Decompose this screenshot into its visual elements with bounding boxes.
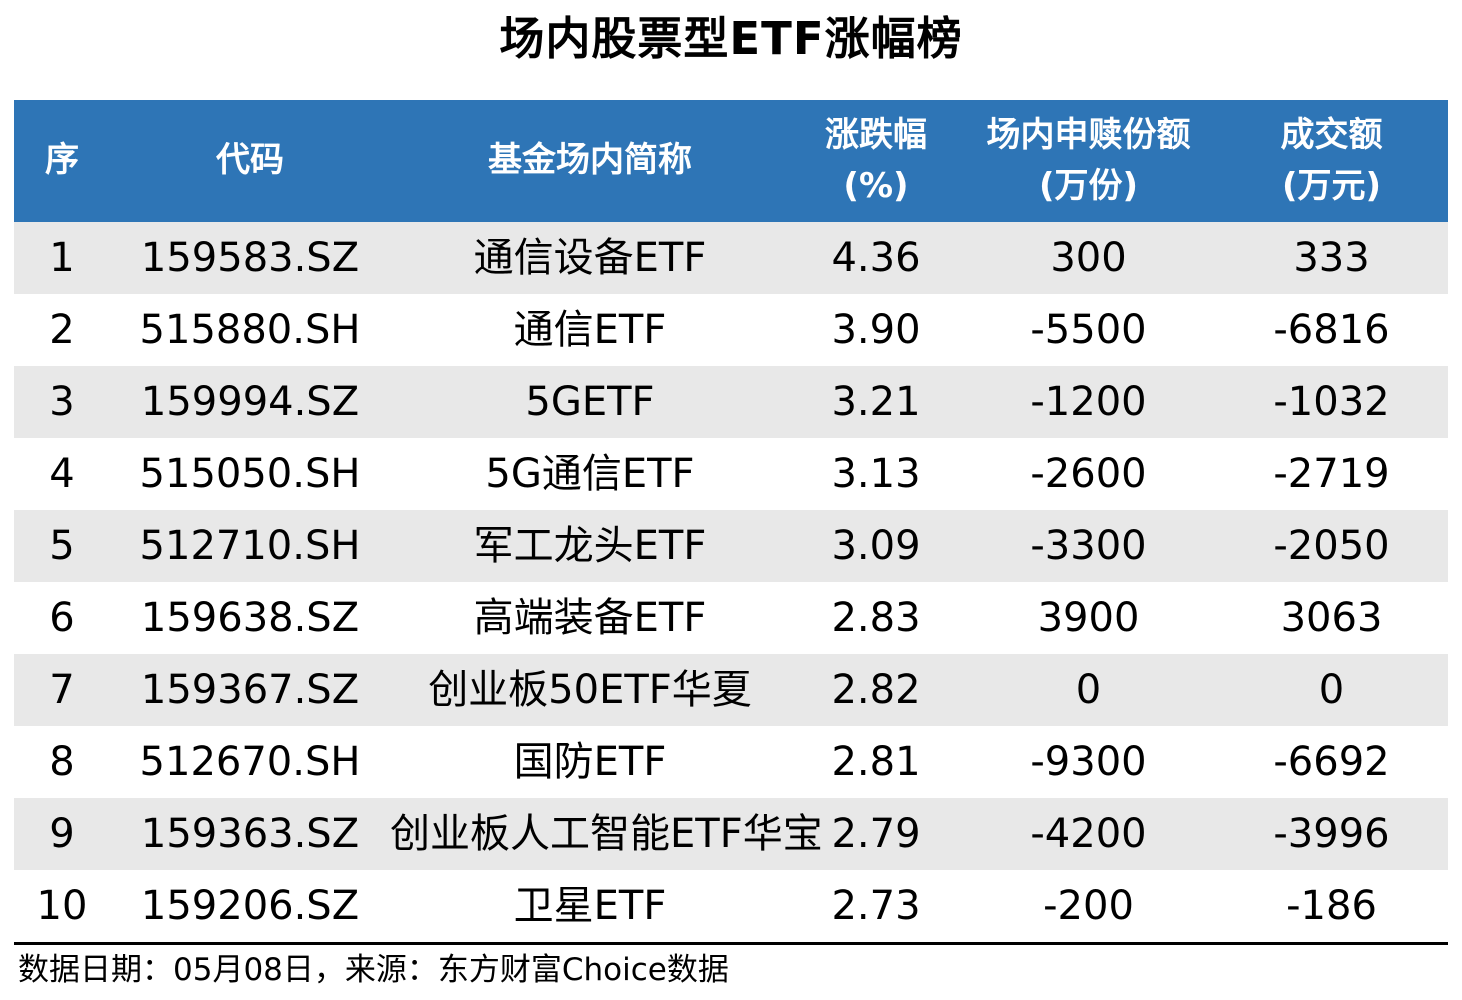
fund-name-cell: 5G通信ETF [485,450,695,497]
col-turnover-header: 成交额 (万元) [1215,110,1448,212]
fund-code-cell: 159638.SZ [140,594,360,641]
change-pct-cell: 3.13 [831,450,921,497]
shares-cell: -200 [1043,882,1134,929]
row-index-cell: 1 [49,234,75,281]
col-shares-unit: (万份) [1038,165,1139,206]
col-fund-name-label: 基金场内简称 [488,140,692,181]
change-pct-cell: 2.82 [831,666,921,713]
col-code-label: 代码 [216,140,284,181]
turnover-cell: -3996 [1273,810,1390,857]
change-pct-cell: 3.90 [831,306,921,353]
table-row: 3 159994.SZ 5GETF 3.21 -1200 -1032 [14,365,1448,438]
row-index-cell: 4 [49,450,75,497]
table-row: 5 512710.SH 军工龙头ETF 3.09 -3300 -2050 [14,509,1448,582]
row-index-cell: 2 [49,306,75,353]
change-pct-cell: 4.36 [831,234,921,281]
col-index-header: 序 [14,135,110,186]
turnover-cell: -186 [1286,882,1377,929]
row-index-cell: 7 [49,666,75,713]
fund-name-cell: 卫星ETF [513,882,667,929]
shares-cell: -3300 [1030,522,1147,569]
table-row: 9 159363.SZ 创业板人工智能ETF华宝 2.79 -4200 -3996 [14,797,1448,870]
row-index-cell: 9 [49,810,75,857]
change-pct-cell: 2.79 [831,810,921,857]
fund-code-cell: 515050.SH [139,450,361,497]
table-row: 4 515050.SH 5G通信ETF 3.13 -2600 -2719 [14,437,1448,510]
turnover-cell: 333 [1293,234,1370,281]
fund-code-cell: 512710.SH [139,522,361,569]
turnover-cell: 3063 [1280,594,1383,641]
col-index-label: 序 [45,140,79,181]
turnover-cell: -6816 [1273,306,1390,353]
shares-cell: 3900 [1037,594,1140,641]
table-row: 10 159206.SZ 卫星ETF 2.73 -200 -186 [14,869,1448,942]
fund-name-cell: 创业板人工智能ETF华宝 [390,810,823,857]
page-title: 场内股票型ETF涨幅榜 [499,12,963,65]
row-index-cell: 6 [49,594,75,641]
col-shares-header: 场内申赎份额 (万份) [962,110,1215,212]
fund-name-cell: 通信设备ETF [473,234,707,281]
fund-name-cell: 创业板50ETF华夏 [428,666,752,713]
shares-cell: -1200 [1030,378,1147,425]
table-row: 8 512670.SH 国防ETF 2.81 -9300 -6692 [14,725,1448,798]
table-row: 6 159638.SZ 高端装备ETF 2.83 3900 3063 [14,581,1448,654]
turnover-cell: -2719 [1273,450,1390,497]
table-row: 7 159367.SZ 创业板50ETF华夏 2.82 0 0 [14,653,1448,726]
data-source-note: 数据日期：05月08日，来源：东方财富Choice数据 [18,951,729,988]
fund-code-cell: 512670.SH [139,738,361,785]
table-body: 1 159583.SZ 通信设备ETF 4.36 300 333 2 515880.SH 通信E… [14,221,1448,942]
turnover-cell: -1032 [1273,378,1390,425]
fund-name-cell: 通信ETF [513,306,667,353]
shares-cell: -4200 [1030,810,1147,857]
fund-name-cell: 军工龙头ETF [473,522,707,569]
col-turnover-label: 成交额 [1280,114,1383,155]
table-row: 2 515880.SH 通信ETF 3.90 -5500 -6816 [14,293,1448,366]
turnover-cell: -6692 [1273,738,1390,785]
fund-code-cell: 159994.SZ [140,378,360,425]
row-index-cell: 3 [49,378,75,425]
table-row: 1 159583.SZ 通信设备ETF 4.36 300 333 [14,221,1448,294]
shares-cell: -9300 [1030,738,1147,785]
fund-code-cell: 159367.SZ [140,666,360,713]
turnover-cell: 0 [1318,666,1345,713]
shares-cell: 300 [1050,234,1127,281]
change-pct-cell: 2.83 [831,594,921,641]
table-header-row: 序 代码 基金场内简称 涨跌幅 (%) 场内申赎份额 (万份) 成交额 (万元) [14,99,1448,222]
change-pct-cell: 2.73 [831,882,921,929]
col-code-header: 代码 [110,135,390,186]
col-change-pct-header: 涨跌幅 (%) [790,110,962,212]
fund-name-cell: 国防ETF [513,738,667,785]
fund-name-cell: 高端装备ETF [473,594,707,641]
etf-rank-table: 序 代码 基金场内简称 涨跌幅 (%) 场内申赎份额 (万份) 成交额 (万元) 1 159583… [14,99,1448,942]
fund-code-cell: 515880.SH [139,306,361,353]
fund-name-cell: 5GETF [525,378,655,425]
fund-code-cell: 159363.SZ [140,810,360,857]
col-turnover-unit: (万元) [1281,165,1382,206]
turnover-cell: -2050 [1273,522,1390,569]
fund-code-cell: 159206.SZ [140,882,360,929]
row-index-cell: 8 [49,738,75,785]
col-shares-label: 场内申赎份额 [986,114,1191,155]
col-change-pct-label: 涨跌幅 [825,114,927,155]
footer: 数据日期：05月08日，来源：东方财富Choice数据 [14,941,1448,989]
row-index-cell: 5 [49,522,75,569]
col-change-pct-unit: (%) [843,165,909,206]
col-fund-name-header: 基金场内简称 [390,135,790,186]
shares-cell: -5500 [1030,306,1147,353]
change-pct-cell: 2.81 [831,738,921,785]
fund-code-cell: 159583.SZ [140,234,360,281]
change-pct-cell: 3.09 [831,522,921,569]
change-pct-cell: 3.21 [831,378,921,425]
row-index-cell: 10 [36,882,88,929]
shares-cell: -2600 [1030,450,1147,497]
shares-cell: 0 [1075,666,1102,713]
